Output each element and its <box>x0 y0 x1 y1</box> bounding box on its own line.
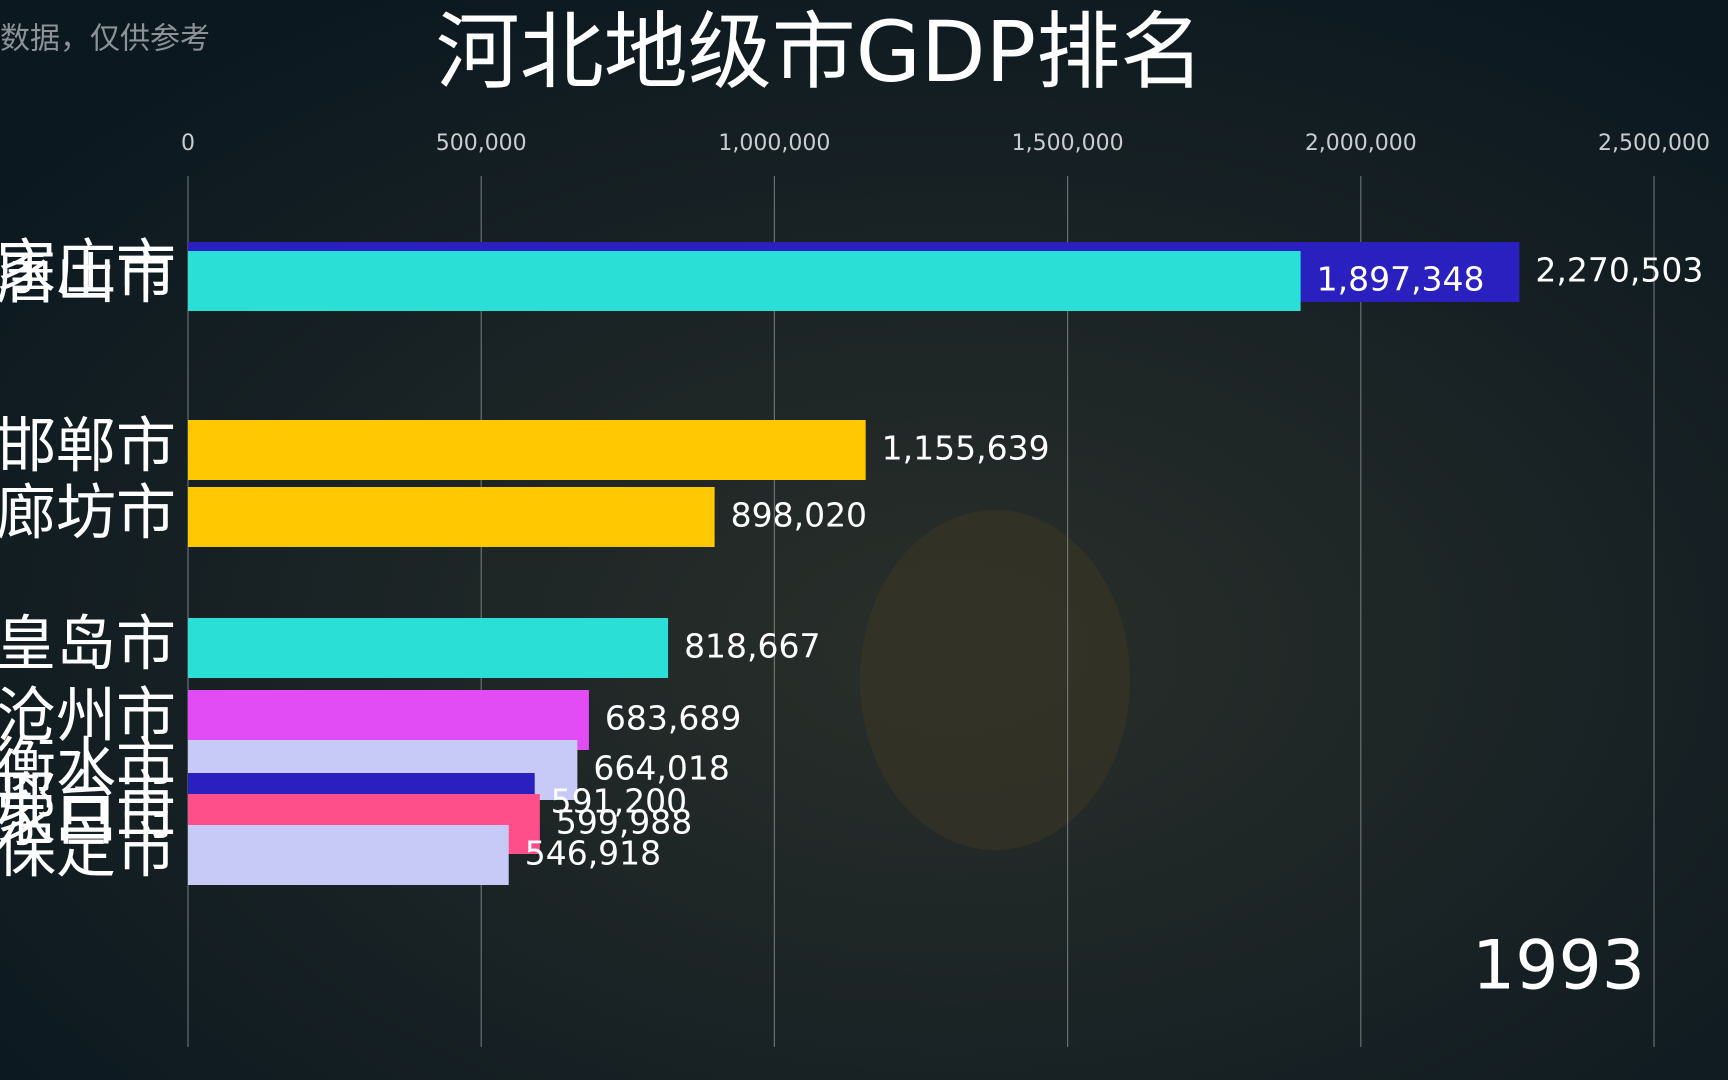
bulb-decoration <box>860 510 1130 850</box>
x-tick-label: 2,500,000 <box>1598 131 1710 156</box>
category-label: 唐山市 <box>0 243 176 313</box>
x-tick-label: 2,000,000 <box>1305 131 1417 156</box>
x-tick-label: 1,500,000 <box>1012 131 1124 156</box>
bar <box>188 420 866 480</box>
value-label: 591,200 <box>551 782 687 821</box>
category-label: 沧州市 <box>0 682 176 752</box>
category-label: 秦皇岛市 <box>0 610 176 680</box>
category-label: 邯郸市 <box>0 412 176 482</box>
chart-title: 河北地级市GDP排名 <box>436 3 1204 101</box>
value-label: 898,020 <box>731 496 867 535</box>
bar <box>188 487 715 547</box>
category-label: 衡水市 <box>0 732 176 802</box>
value-label: 2,270,503 <box>1535 251 1703 290</box>
bar <box>188 618 669 678</box>
category-label: 保定市 <box>0 817 176 887</box>
value-label: 599,988 <box>556 803 692 842</box>
category-label: 石家庄市 <box>0 234 176 304</box>
value-label: 546,918 <box>525 834 661 873</box>
note: 数据，仅供参考 <box>0 22 210 57</box>
x-tick-label: 0 <box>181 131 195 156</box>
bar <box>188 251 1301 311</box>
value-label: 1,155,639 <box>882 429 1050 468</box>
value-label: 683,689 <box>605 699 741 738</box>
category-label: 张家口市 <box>0 786 176 856</box>
value-label: 1,897,348 <box>1317 260 1485 299</box>
category-label: 廊坊市 <box>0 479 176 549</box>
category-label: 邢台市 <box>0 765 176 835</box>
bar <box>188 825 509 885</box>
x-tick-label: 500,000 <box>436 131 527 156</box>
value-label: 664,018 <box>593 749 729 788</box>
year-label: 1993 <box>1472 927 1645 1006</box>
value-label: 818,667 <box>684 627 820 666</box>
x-tick-label: 1,000,000 <box>718 131 830 156</box>
